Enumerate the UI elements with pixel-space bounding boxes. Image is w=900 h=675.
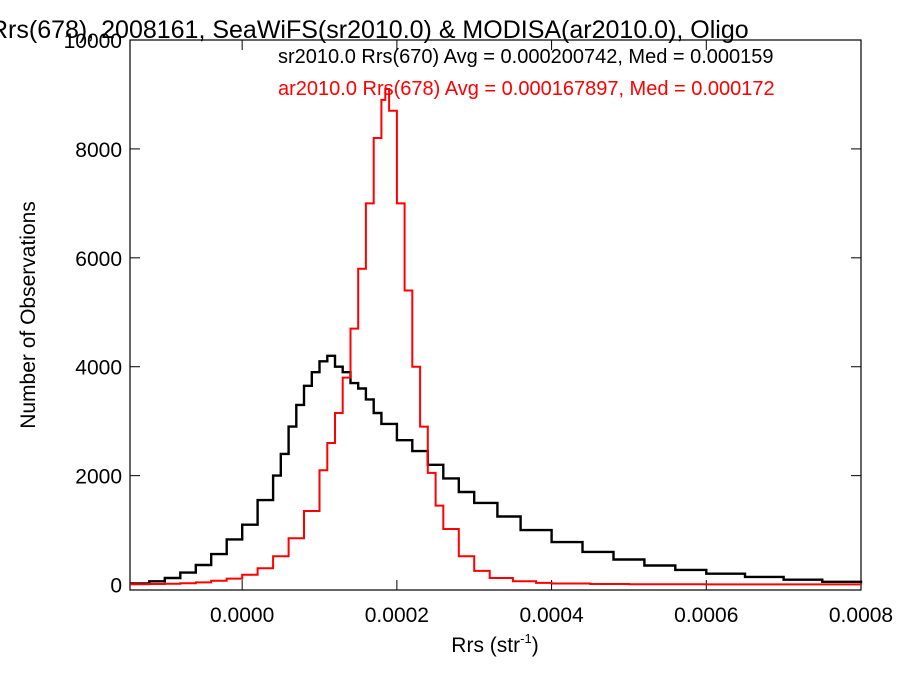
x-tick-label: 0.0004 bbox=[519, 604, 584, 627]
x-axis-label-main: Rrs (str bbox=[451, 634, 520, 657]
series-red-histogram bbox=[130, 88, 862, 586]
legend-entry-red: ar2010.0 Rrs(678) Avg = 0.000167897, Med… bbox=[278, 78, 775, 100]
chart-title: Rrs(678), 2008161, SeaWiFS(sr2010.0) & M… bbox=[0, 16, 749, 44]
series-layer bbox=[130, 88, 863, 586]
plot-frame bbox=[129, 39, 862, 591]
x-axis: 0.0000 0.0002 0.0004 0.0006 0.0008 bbox=[210, 40, 893, 627]
y-tick-label: 8000 bbox=[75, 139, 122, 162]
legend-entry-black: sr2010.0 Rrs(670) Avg = 0.000200742, Med… bbox=[278, 46, 774, 68]
y-axis-label: Number of Observations bbox=[17, 201, 40, 429]
y-tick-label: 10000 bbox=[64, 30, 122, 53]
y-tick-label: 0 bbox=[110, 575, 122, 598]
x-axis-label-sup: -1 bbox=[520, 631, 532, 646]
x-axis-label-tail: ) bbox=[532, 634, 539, 657]
x-tick-label: 0.0002 bbox=[365, 604, 429, 627]
y-tick-label: 4000 bbox=[75, 357, 122, 380]
x-axis-label: Rrs (str-1) bbox=[451, 631, 538, 657]
y-tick-label: 6000 bbox=[75, 248, 122, 271]
x-tick-label: 0.0006 bbox=[674, 604, 738, 627]
x-tick-label: 0.0008 bbox=[829, 604, 893, 627]
series-black-histogram bbox=[130, 354, 863, 585]
y-axis: 0 2000 4000 6000 8000 10000 bbox=[64, 30, 861, 598]
y-tick-label: 2000 bbox=[75, 466, 122, 489]
x-tick-label: 0.0000 bbox=[210, 604, 274, 627]
